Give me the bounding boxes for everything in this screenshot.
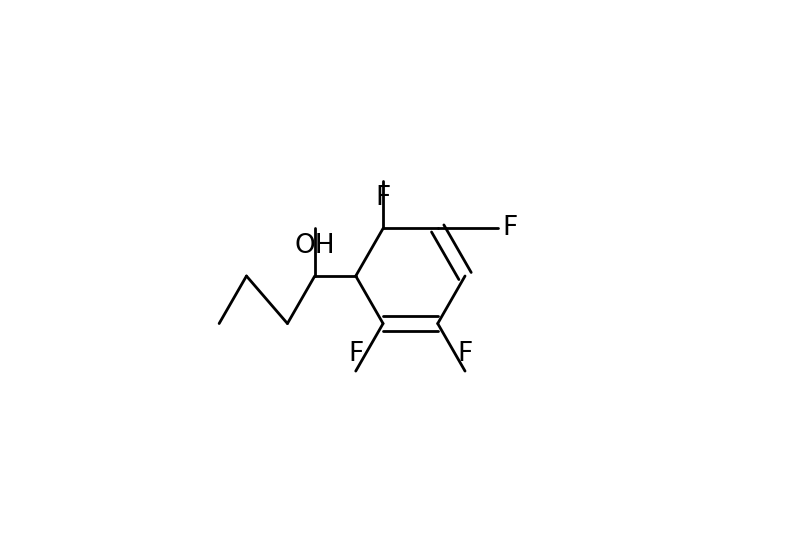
Text: F: F — [502, 215, 518, 241]
Text: F: F — [375, 185, 391, 211]
Text: F: F — [457, 341, 473, 367]
Text: F: F — [348, 341, 363, 367]
Text: OH: OH — [295, 233, 335, 259]
